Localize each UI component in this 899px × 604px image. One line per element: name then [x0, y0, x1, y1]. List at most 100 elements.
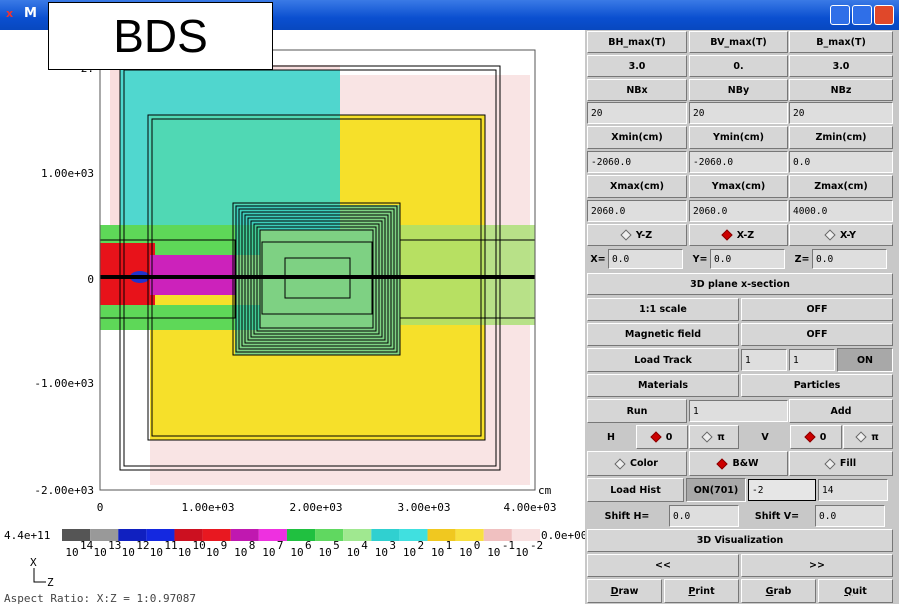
- input-field[interactable]: 0.0: [789, 151, 893, 173]
- button[interactable]: 1:1 scale: [587, 298, 739, 321]
- radio-button[interactable]: π: [689, 425, 739, 449]
- button[interactable]: NBx: [587, 79, 687, 101]
- colorbar-exponent: 12: [136, 539, 149, 552]
- label: Z=: [794, 253, 810, 265]
- button[interactable]: Add: [789, 399, 893, 423]
- colorbar-base: 10: [94, 546, 107, 559]
- colorbar-base: 10: [515, 546, 528, 559]
- button[interactable]: Grab: [741, 579, 816, 603]
- button[interactable]: BV_max(T): [689, 31, 788, 53]
- input-field[interactable]: 0.0: [669, 505, 739, 527]
- button-text: Grab: [765, 585, 792, 597]
- control-panel: BH_max(T) BV_max(T) B_max(T) 3.0 0. 3.0 NBx NBy…: [585, 30, 899, 604]
- colorbar-base: 10: [65, 546, 78, 559]
- x-axis-label: 0: [97, 501, 104, 514]
- x-unit: cm: [538, 484, 552, 497]
- input-field[interactable]: 2060.0: [587, 200, 687, 222]
- button[interactable]: Run: [587, 399, 687, 423]
- colorbar-base: 10: [487, 546, 500, 559]
- colorbar-max: 4.4e+11: [4, 529, 50, 542]
- button[interactable]: OFF: [741, 298, 893, 321]
- colorbar-exponent: 2: [417, 539, 424, 552]
- radio-button[interactable]: 0: [636, 425, 688, 449]
- colorbar: [62, 529, 540, 541]
- input-field[interactable]: 1: [789, 349, 835, 371]
- input-field[interactable]: 20: [789, 102, 893, 124]
- input-field[interactable]: 1: [741, 349, 787, 371]
- button[interactable]: 3.0: [789, 55, 893, 77]
- button[interactable]: Xmax(cm): [587, 175, 687, 198]
- radio-button[interactable]: Y-Z: [587, 224, 687, 246]
- colorbar-base: 10: [178, 546, 191, 559]
- button[interactable]: Ymax(cm): [689, 175, 788, 198]
- input-field[interactable]: 0.0: [812, 249, 887, 269]
- close-button[interactable]: [874, 5, 894, 25]
- input-field[interactable]: 0.0: [608, 249, 683, 269]
- colorbar-segment: [371, 529, 400, 541]
- button[interactable]: 3.0: [587, 55, 687, 77]
- colorbar-base: 10: [262, 546, 275, 559]
- label: Shift V=: [754, 510, 800, 522]
- button[interactable]: Particles: [741, 374, 893, 397]
- radio-button[interactable]: B&W: [689, 451, 788, 476]
- input-field[interactable]: 14: [818, 479, 888, 501]
- input-field[interactable]: 4000.0: [789, 200, 893, 222]
- button[interactable]: >>: [741, 554, 893, 577]
- colorbar-exponent: 14: [80, 539, 94, 552]
- radio-button[interactable]: Color: [587, 451, 687, 476]
- button[interactable]: Zmax(cm): [789, 175, 893, 198]
- button[interactable]: <<: [587, 554, 739, 577]
- button[interactable]: NBy: [689, 79, 788, 101]
- button[interactable]: ON(701): [686, 478, 746, 502]
- button[interactable]: Load Hist: [587, 478, 684, 502]
- button[interactable]: Magnetic field: [587, 323, 739, 346]
- button[interactable]: B_max(T): [789, 31, 893, 53]
- input-field[interactable]: 2060.0: [689, 200, 788, 222]
- button[interactable]: Ymin(cm): [689, 126, 788, 149]
- button[interactable]: OFF: [741, 323, 893, 346]
- button[interactable]: Load Track: [587, 348, 739, 372]
- colorbar-base: 10: [150, 546, 163, 559]
- detector-layer: [235, 205, 398, 353]
- radio-button[interactable]: 0: [790, 425, 842, 449]
- input-field[interactable]: -2: [748, 479, 816, 501]
- colorbar-segment: [427, 529, 456, 541]
- axis-icon: [33, 568, 46, 583]
- detector-layer: [241, 211, 392, 347]
- radio-button[interactable]: X-Y: [789, 224, 893, 246]
- colorbar-base: 10: [122, 546, 135, 559]
- button[interactable]: Quit: [818, 579, 893, 603]
- button[interactable]: 0.: [689, 55, 788, 77]
- button[interactable]: 3D Visualization: [587, 529, 893, 552]
- input-field[interactable]: 20: [587, 102, 687, 124]
- button[interactable]: Print: [664, 579, 739, 603]
- colorbar-exponent: 8: [249, 539, 256, 552]
- button-text: Draw: [610, 585, 639, 597]
- axis-icon-up: X: [30, 556, 37, 569]
- maximize-button[interactable]: [852, 5, 872, 25]
- input-field[interactable]: 0.0: [710, 249, 785, 269]
- button[interactable]: 3D plane x-section: [587, 273, 893, 295]
- button[interactable]: Xmin(cm): [587, 126, 687, 149]
- radio-button[interactable]: π: [843, 425, 893, 449]
- input-field[interactable]: 20: [689, 102, 788, 124]
- input-field[interactable]: -2060.0: [587, 151, 687, 173]
- button[interactable]: Materials: [587, 374, 739, 397]
- input-field[interactable]: 0.0: [815, 505, 885, 527]
- colorbar-segment: [118, 529, 147, 541]
- input-field[interactable]: -2060.0: [689, 151, 788, 173]
- label: X=: [590, 253, 606, 265]
- radio-button[interactable]: Fill: [789, 451, 893, 476]
- colorbar-segment: [202, 529, 231, 541]
- input-field[interactable]: 1: [689, 400, 788, 422]
- button[interactable]: NBz: [789, 79, 893, 101]
- label: H: [607, 431, 615, 443]
- radio-button[interactable]: X-Z: [689, 224, 788, 246]
- button[interactable]: Zmin(cm): [789, 126, 893, 149]
- button[interactable]: Draw: [587, 579, 662, 603]
- detector-layer: [250, 220, 383, 338]
- button[interactable]: ON: [837, 348, 893, 372]
- button[interactable]: BH_max(T): [587, 31, 687, 53]
- minimize-button[interactable]: [830, 5, 850, 25]
- x-axis-label: 3.00e+03: [398, 501, 451, 514]
